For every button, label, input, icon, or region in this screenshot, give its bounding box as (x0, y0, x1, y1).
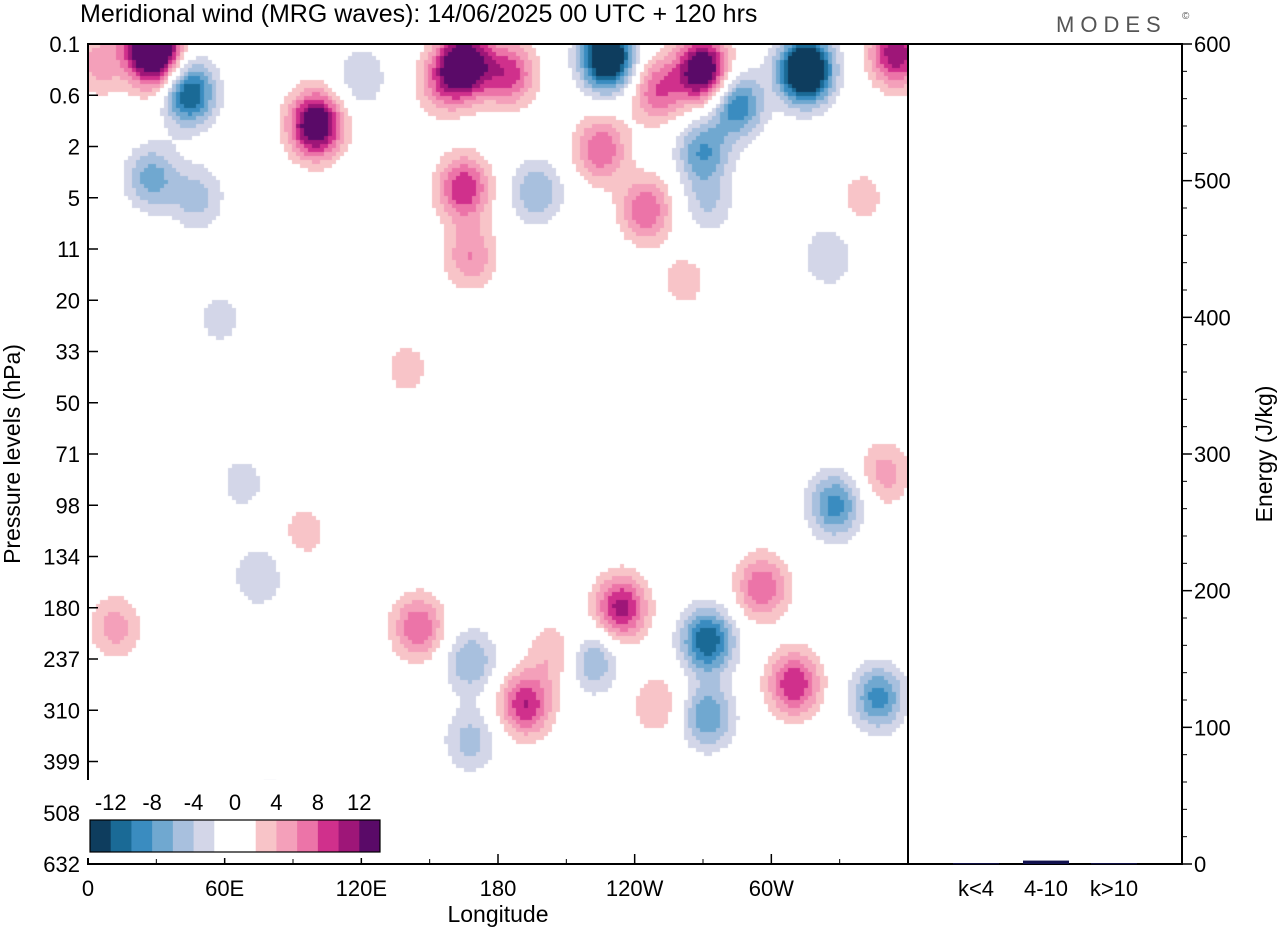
x-tick-label: 120E (336, 876, 387, 901)
energy-tick-label: 300 (1194, 442, 1231, 467)
colorbar-swatch (255, 820, 277, 852)
y-tick-label: 310 (43, 698, 80, 723)
colorbar-swatch (235, 820, 257, 852)
energy-category-label: k>10 (1090, 876, 1138, 901)
energy-tick-label: 0 (1194, 852, 1206, 877)
energy-bar (1023, 860, 1069, 864)
colorbar-label: -12 (95, 790, 127, 815)
energy-tick-label: 400 (1194, 305, 1231, 330)
colorbar-swatch (297, 820, 319, 852)
energy-bar (1091, 863, 1137, 865)
y-axis: 0.1 0.6 2 5 11 20 33 50 71 98 134 180 237 310 399 508 63… (43, 32, 98, 877)
energy-panel-frame (907, 43, 1183, 865)
y-tick-label: 632 (43, 852, 80, 877)
energy-axis-label: Energy (J/kg) (1251, 386, 1277, 523)
energy-tick-label: 600 (1194, 32, 1231, 57)
colorbar: -12 -8 -4 0 4 8 12 (86, 780, 386, 858)
energy-tick-label: 500 (1194, 169, 1231, 194)
x-tick-label: 60E (205, 876, 244, 901)
y-tick-label: 2 (68, 135, 80, 160)
x-axis-label: Longitude (447, 901, 548, 927)
colorbar-swatch (131, 820, 153, 852)
energy-y-axis: 0 100 200 300 400 500 600 (1182, 32, 1231, 877)
y-tick-label: 508 (43, 801, 80, 826)
energy-tick-label: 200 (1194, 579, 1231, 604)
energy-category-label: k<4 (958, 876, 994, 901)
colorbar-swatch (317, 820, 340, 852)
chart-title: Meridional wind (MRG waves): 14/06/2025 … (80, 0, 757, 28)
x-axis: 0 60E 120E 180 120W 60W (82, 854, 841, 901)
colorbar-swatch (338, 820, 360, 852)
colorbar-label: 0 (229, 790, 241, 815)
energy-bar (953, 863, 999, 865)
y-tick-label: 20 (56, 288, 80, 313)
y-tick-label: 399 (43, 750, 80, 775)
x-tick-label: 120W (606, 876, 664, 901)
y-tick-label: 98 (56, 493, 80, 518)
colorbar-swatch (172, 820, 195, 852)
y-tick-label: 0.6 (49, 83, 80, 108)
y-tick-label: 134 (43, 545, 80, 570)
y-tick-label: 71 (56, 442, 80, 467)
colorbar-swatch (90, 820, 112, 852)
brand-text: MODES (1056, 12, 1167, 37)
colorbar-label: 12 (347, 790, 371, 815)
y-tick-label: 5 (68, 186, 80, 211)
energy-category-label: 4-10 (1024, 876, 1068, 901)
y-axis-label: Pressure levels (hPa) (0, 344, 25, 564)
x-tick-label: 180 (480, 876, 517, 901)
y-tick-label: 33 (56, 340, 80, 365)
x-tick-label: 0 (82, 876, 94, 901)
colorbar-label: -8 (142, 790, 162, 815)
y-tick-label: 11 (57, 237, 80, 262)
colorbar-swatch (214, 820, 236, 852)
energy-bars (953, 860, 1137, 865)
brand-mark: © (1182, 11, 1190, 22)
energy-tick-label: 100 (1194, 715, 1231, 740)
energy-x-axis: k<4 4-10 k>10 (958, 876, 1138, 901)
x-tick-label: 60W (749, 876, 794, 901)
colorbar-label: 4 (270, 790, 282, 815)
colorbar-swatch (276, 820, 298, 852)
colorbar-swatch (110, 820, 132, 852)
colorbar-label: 8 (312, 790, 324, 815)
colorbar-label: -4 (184, 790, 204, 815)
y-tick-label: 180 (43, 596, 80, 621)
y-tick-label: 237 (43, 647, 80, 672)
brand-logo: MODES © (1056, 11, 1190, 37)
colorbar-swatch (359, 820, 381, 852)
heatmap-field (88, 44, 908, 864)
heatmap-area (88, 44, 908, 864)
colorbar-border (89, 819, 381, 853)
colorbar-swatch (152, 820, 174, 852)
y-tick-label: 50 (56, 391, 80, 416)
colorbar-swatch (193, 820, 215, 852)
y-tick-label: 0.1 (49, 32, 80, 57)
